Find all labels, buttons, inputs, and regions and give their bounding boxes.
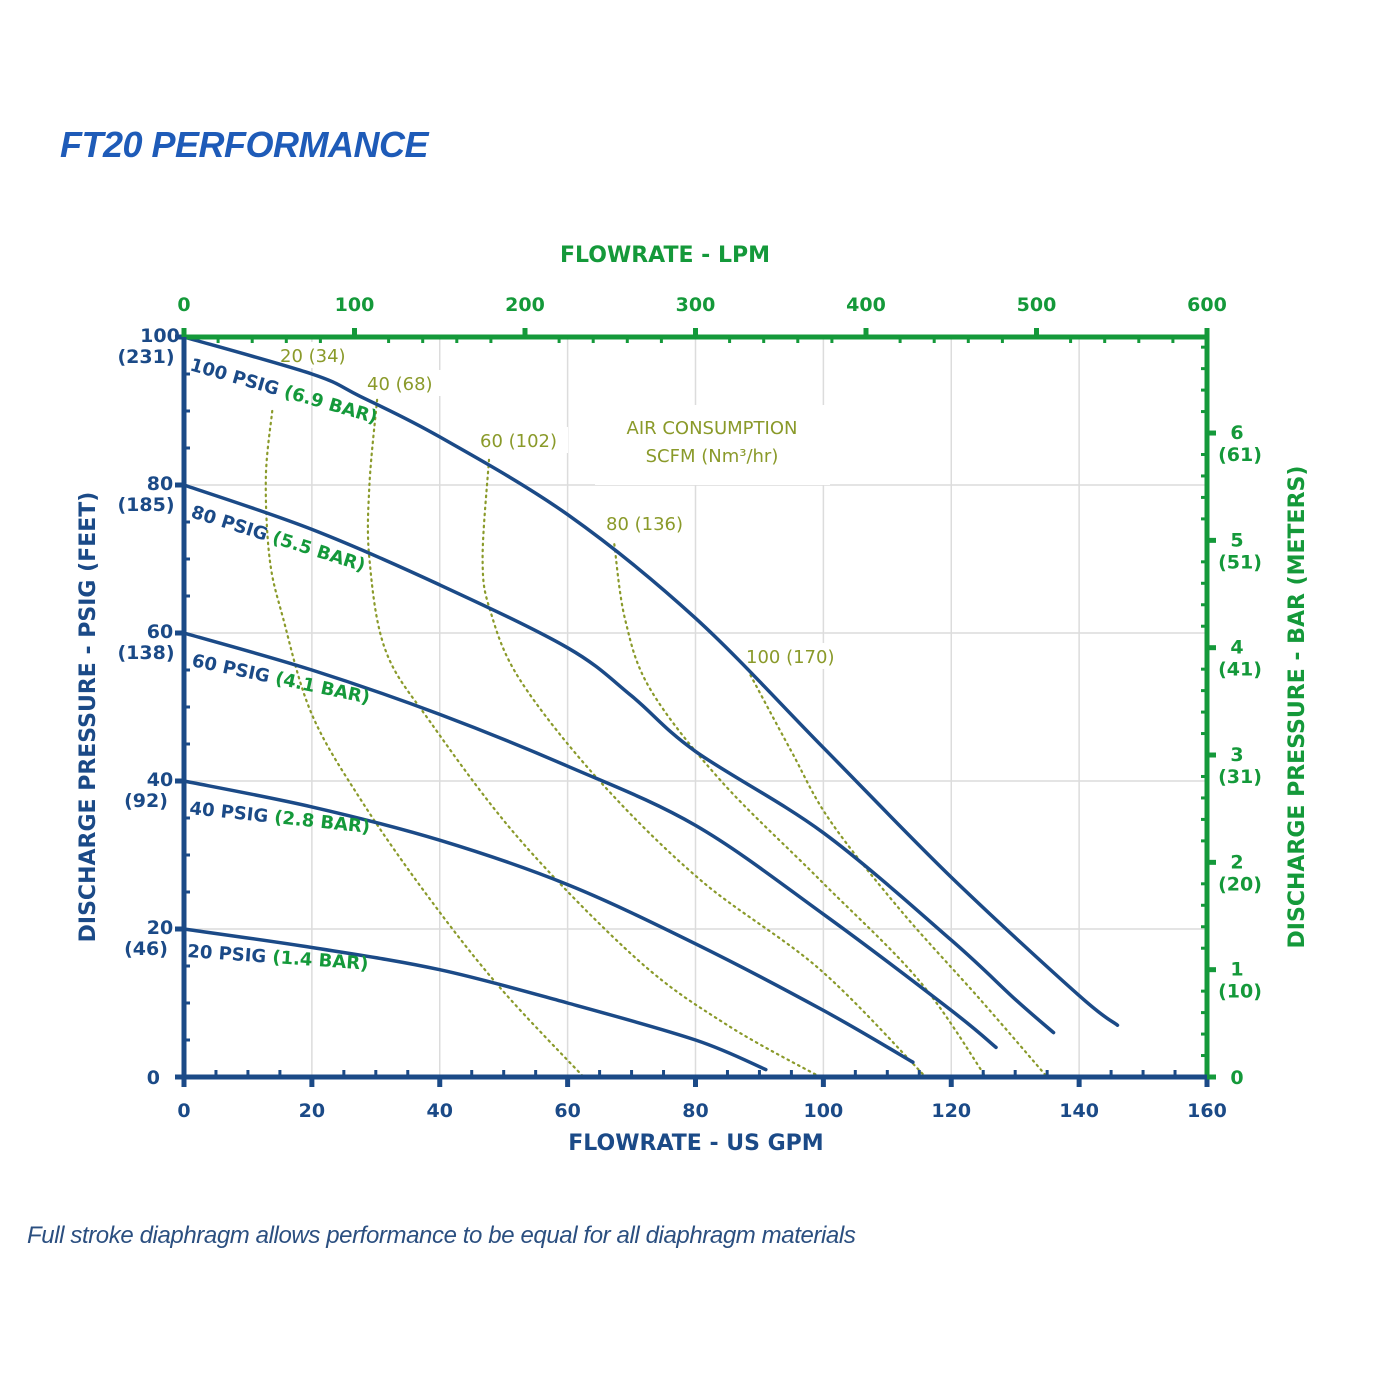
y-tick-feet-label: (138)	[117, 642, 174, 664]
x-tick-label: 60	[554, 1100, 580, 1122]
y2-tick-label: 2	[1230, 851, 1243, 873]
air-title-background	[595, 405, 830, 485]
x-tick-label: 0	[177, 1100, 190, 1122]
x-tick-label: 80	[682, 1100, 708, 1122]
curve-label: 20 PSIG (1.4 BAR)	[187, 941, 369, 975]
curve-bar-label: (2.8 BAR)	[273, 807, 371, 838]
curve-label: 40 PSIG (2.8 BAR)	[188, 798, 371, 838]
y-tick-feet-label: (231)	[117, 346, 174, 368]
y2-tick-label: 4	[1230, 637, 1243, 659]
y-tick-label: 60	[147, 621, 173, 643]
air-label-background	[742, 643, 845, 669]
performance-curve	[182, 927, 768, 1072]
air-label-background	[363, 370, 445, 396]
y2-tick-meters-label: (41)	[1218, 659, 1262, 681]
y-tick-feet-label: (92)	[124, 790, 168, 812]
curve-label: 80 PSIG (5.5 BAR)	[188, 502, 367, 577]
y-axis-title: DISCHARGE PRESSURE - PSIG (FEET)	[76, 492, 101, 943]
curve-psig-label: 40 PSIG	[188, 798, 275, 828]
y2-tick-meters-label: (20)	[1218, 873, 1262, 895]
x2-tick-label: 300	[676, 294, 716, 316]
air-consumption-unit: SCFM (Nm³/hr)	[646, 446, 779, 467]
air-consumption-line	[749, 674, 1049, 1079]
y-tick-label: 20	[147, 917, 173, 939]
air-consumption-label: 60 (102)	[480, 431, 557, 452]
page-title: FT20 PERFORMANCE	[60, 124, 429, 165]
x2-tick-label: 200	[505, 294, 545, 316]
air-label-background	[602, 510, 694, 536]
y-tick-feet-label: (185)	[117, 494, 174, 516]
curve-bar-label: (1.4 BAR)	[272, 947, 369, 975]
x-tick-label: 140	[1059, 1100, 1099, 1122]
y2-tick-label: 5	[1230, 529, 1243, 551]
performance-curve	[182, 779, 915, 1064]
x-tick-label: 120	[931, 1100, 971, 1122]
y2-tick-label: 3	[1230, 744, 1243, 766]
x-tick-label: 160	[1187, 1100, 1227, 1122]
x-tick-label: 40	[427, 1100, 453, 1122]
y-tick-label: 40	[147, 769, 173, 791]
y-tick-feet-label: (46)	[124, 938, 168, 960]
y2-tick-meters-label: (31)	[1218, 766, 1262, 788]
y-tick-label: 80	[147, 473, 173, 495]
x-axis-title: FLOWRATE - US GPM	[568, 1131, 823, 1156]
air-consumption-label: 80 (136)	[606, 514, 683, 535]
air-consumption-label: 100 (170)	[746, 647, 834, 668]
air-consumption-line	[481, 458, 927, 1079]
x-tick-label: 100	[804, 1100, 844, 1122]
y-tick-label: 0	[147, 1067, 160, 1089]
x2-tick-label: 400	[846, 294, 886, 316]
y2-axis-title: DISCHARGE PRESSURE - BAR (METERS)	[1285, 466, 1310, 949]
performance-curve	[182, 335, 1120, 1027]
footnote: Full stroke diaphragm allows performance…	[27, 1222, 856, 1249]
x-tick-label: 20	[299, 1100, 325, 1122]
y-tick-label: 100	[140, 325, 180, 347]
x2-tick-label: 600	[1187, 294, 1227, 316]
x2-tick-label: 100	[335, 294, 375, 316]
curve-psig-label: 20 PSIG	[187, 941, 273, 968]
y2-tick-meters-label: (61)	[1218, 444, 1262, 466]
curve-psig-label: 80 PSIG	[188, 502, 276, 548]
performance-curve	[182, 483, 1056, 1035]
performance-curve	[182, 631, 998, 1050]
y2-tick-meters-label: (10)	[1218, 981, 1262, 1003]
air-consumption-label: 20 (34)	[280, 346, 346, 367]
y2-tick-meters-label: (51)	[1218, 551, 1262, 573]
curve-bar-label: (5.5 BAR)	[270, 527, 368, 576]
air-consumption-line	[366, 398, 822, 1079]
x2-tick-label: 0	[177, 294, 190, 316]
air-label-background	[476, 427, 568, 453]
x2-axis-title: FLOWRATE - LPM	[560, 243, 770, 268]
air-consumption-line	[264, 409, 585, 1079]
y2-tick-label: 1	[1230, 959, 1243, 981]
y2-tick-label: 0	[1230, 1067, 1243, 1089]
air-consumption-line	[613, 543, 987, 1079]
air-consumption-label: 40 (68)	[367, 374, 433, 395]
air-consumption-title: AIR CONSUMPTION	[627, 418, 798, 439]
x2-tick-label: 500	[1017, 294, 1057, 316]
y2-tick-label: 6	[1230, 422, 1243, 444]
air-label-background	[276, 342, 358, 368]
